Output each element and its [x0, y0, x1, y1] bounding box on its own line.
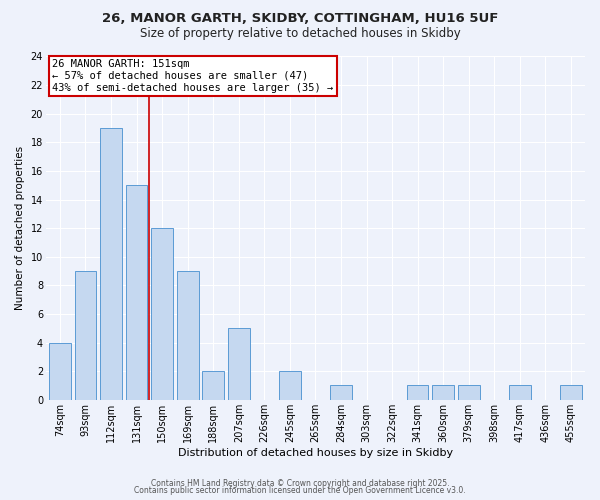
- Bar: [279, 371, 301, 400]
- Bar: [202, 371, 224, 400]
- Text: 26 MANOR GARTH: 151sqm
← 57% of detached houses are smaller (47)
43% of semi-det: 26 MANOR GARTH: 151sqm ← 57% of detached…: [52, 60, 334, 92]
- Bar: [433, 386, 454, 400]
- Bar: [560, 386, 582, 400]
- Text: Contains HM Land Registry data © Crown copyright and database right 2025.: Contains HM Land Registry data © Crown c…: [151, 478, 449, 488]
- Bar: [100, 128, 122, 400]
- Bar: [74, 271, 97, 400]
- Bar: [49, 342, 71, 400]
- Y-axis label: Number of detached properties: Number of detached properties: [15, 146, 25, 310]
- Bar: [151, 228, 173, 400]
- Bar: [330, 386, 352, 400]
- Bar: [407, 386, 428, 400]
- Bar: [125, 185, 148, 400]
- Bar: [458, 386, 479, 400]
- Bar: [177, 271, 199, 400]
- Bar: [228, 328, 250, 400]
- Text: Size of property relative to detached houses in Skidby: Size of property relative to detached ho…: [140, 28, 460, 40]
- X-axis label: Distribution of detached houses by size in Skidby: Distribution of detached houses by size …: [178, 448, 453, 458]
- Text: 26, MANOR GARTH, SKIDBY, COTTINGHAM, HU16 5UF: 26, MANOR GARTH, SKIDBY, COTTINGHAM, HU1…: [102, 12, 498, 26]
- Text: Contains public sector information licensed under the Open Government Licence v3: Contains public sector information licen…: [134, 486, 466, 495]
- Bar: [509, 386, 531, 400]
